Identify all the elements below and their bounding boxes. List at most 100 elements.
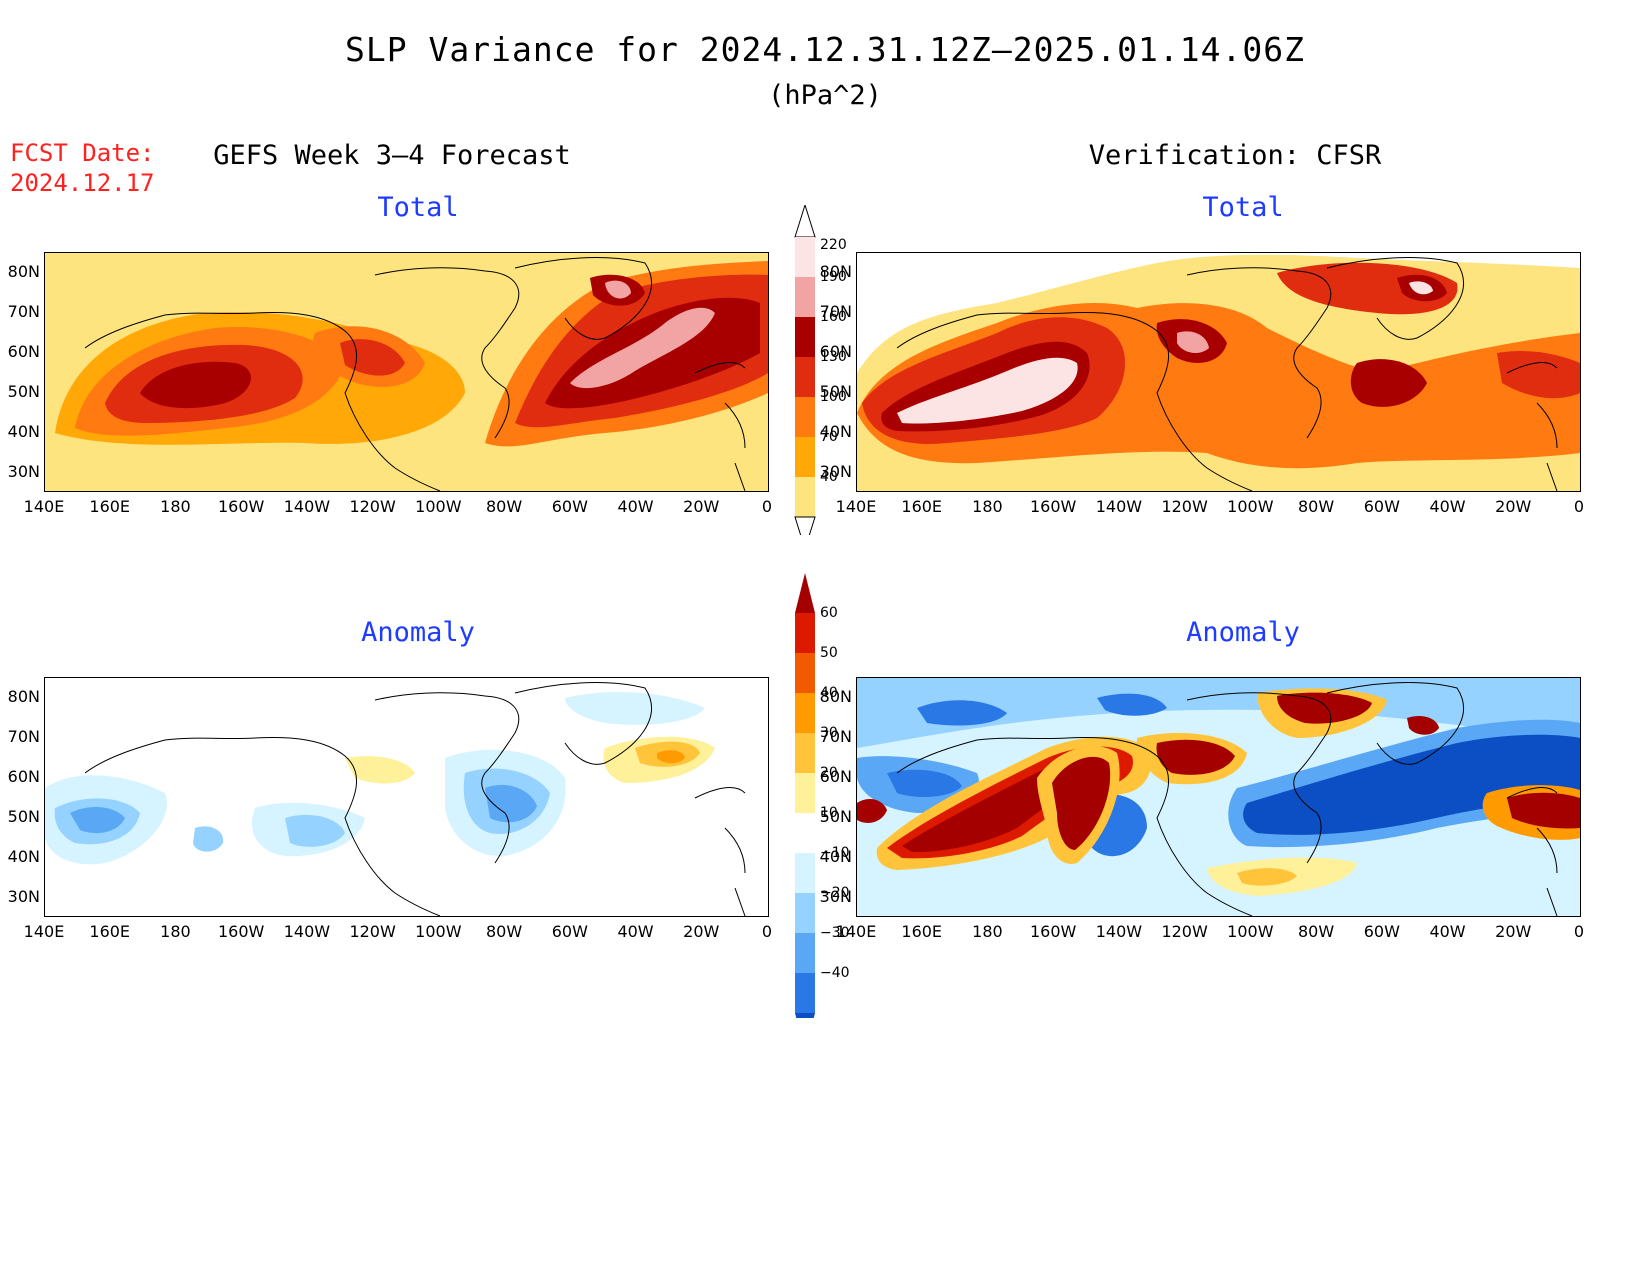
units-label: (hPa^2) <box>768 80 882 111</box>
lat-label-verification-anomaly: 50N <box>819 807 852 826</box>
lat-label-forecast-total: 70N <box>7 302 40 321</box>
lat-label-forecast-total: 60N <box>7 342 40 361</box>
colorbar-anomaly-swatch <box>795 813 815 853</box>
lon-label-verification-total: 160E <box>901 497 943 516</box>
lat-label-forecast-total: 30N <box>7 462 40 481</box>
lat-label-forecast-anomaly: 50N <box>7 807 40 826</box>
panel-title-forecast-total: Total <box>377 192 459 223</box>
colorbar-total-tick: 70 <box>820 429 838 445</box>
map-verification-total <box>856 252 1581 492</box>
fcst-date-value: 2024.12.17 <box>10 169 155 197</box>
lon-label-forecast-total: 140E <box>23 497 65 516</box>
lon-label-forecast-total: 60W <box>551 497 588 516</box>
lon-label-verification-total: 80W <box>1297 497 1335 516</box>
lat-label-verification-anomaly: 70N <box>819 727 852 746</box>
lon-label-verification-total: 20W <box>1495 497 1532 516</box>
lon-label-forecast-total: 160W <box>217 497 265 516</box>
colorbar-anomaly-swatch <box>795 693 815 733</box>
lat-label-forecast-total: 40N <box>7 422 40 441</box>
colorbar-total-cap <box>794 205 816 238</box>
fcst-date-label: FCST Date: <box>10 139 155 167</box>
lon-label-verification-anomaly: 60W <box>1363 922 1400 941</box>
coastlines <box>84 682 746 916</box>
map-forecast-total <box>44 252 769 492</box>
map-verification-anomaly <box>856 677 1581 917</box>
lat-label-forecast-anomaly: 80N <box>7 687 40 706</box>
lat-label-forecast-anomaly: 40N <box>7 847 40 866</box>
lat-label-forecast-total: 50N <box>7 382 40 401</box>
colorbar-anomaly-swatch <box>795 973 815 1013</box>
lon-label-verification-total: 120W <box>1161 497 1208 516</box>
lon-label-forecast-anomaly: 180 <box>160 922 191 941</box>
lat-label-forecast-anomaly: 70N <box>7 727 40 746</box>
shading <box>45 253 768 491</box>
lon-label-forecast-total: 160E <box>89 497 131 516</box>
colorbar-total-tick: 40 <box>820 469 838 485</box>
colorbar-total-cap <box>794 516 816 535</box>
panel-title-forecast-anomaly: Anomaly <box>361 617 475 648</box>
lat-label-verification-total: 60N <box>819 342 852 361</box>
lon-label-forecast-anomaly: 60W <box>551 922 588 941</box>
colorbar-total-tick: 130 <box>820 349 847 365</box>
lon-label-verification-anomaly: 160W <box>1029 922 1077 941</box>
lon-label-verification-anomaly: 20W <box>1495 922 1532 941</box>
colorbar-anomaly-swatch <box>795 893 815 933</box>
shading <box>857 254 1580 491</box>
colorbar-total-tick: 220 <box>820 237 847 253</box>
lon-label-verification-anomaly: 80W <box>1297 922 1335 941</box>
lon-label-verification-total: 0 <box>1573 497 1585 516</box>
lon-label-forecast-total: 0 <box>761 497 773 516</box>
lon-label-forecast-total: 20W <box>683 497 720 516</box>
colorbar-anomaly-tick: −30 <box>820 925 850 941</box>
lon-label-forecast-anomaly: 120W <box>349 922 396 941</box>
colorbar-anomaly-cap <box>795 1013 815 1018</box>
lon-label-forecast-total: 40W <box>617 497 654 516</box>
lon-label-verification-anomaly: 140W <box>1095 922 1143 941</box>
lon-label-verification-anomaly: 140E <box>835 922 877 941</box>
lon-label-forecast-anomaly: 80W <box>485 922 523 941</box>
lat-label-forecast-total: 80N <box>7 262 40 281</box>
lon-label-verification-total: 140W <box>1095 497 1143 516</box>
lon-label-forecast-anomaly: 140E <box>23 922 65 941</box>
lon-label-forecast-anomaly: 160W <box>217 922 265 941</box>
colorbar-anomaly-tick: 60 <box>820 605 838 621</box>
colorbar-total-swatch <box>795 357 815 397</box>
colorbar-total-tick: 160 <box>820 309 847 325</box>
lon-label-verification-total: 180 <box>972 497 1003 516</box>
colorbar-total <box>794 205 816 535</box>
colorbar-anomaly-swatch <box>795 773 815 813</box>
colorbar-anomaly-tick: 30 <box>820 725 838 741</box>
forecast-column-header: GEFS Week 3–4 Forecast <box>213 140 571 171</box>
lat-label-forecast-anomaly: 30N <box>7 887 40 906</box>
lon-label-verification-anomaly: 40W <box>1429 922 1466 941</box>
lon-label-forecast-total: 120W <box>349 497 396 516</box>
lon-label-verification-total: 140E <box>835 497 877 516</box>
lon-label-verification-total: 100W <box>1227 497 1274 516</box>
colorbar-total-swatch <box>795 437 815 477</box>
lon-label-verification-total: 40W <box>1429 497 1466 516</box>
lon-label-forecast-total: 140W <box>283 497 331 516</box>
colorbar-total-swatch <box>795 277 815 317</box>
colorbar-anomaly-swatch <box>795 733 815 773</box>
colorbar-anomaly-tick: −10 <box>820 845 850 861</box>
lon-label-verification-total: 160W <box>1029 497 1077 516</box>
colorbar-anomaly-swatch <box>795 933 815 973</box>
lon-label-verification-total: 60W <box>1363 497 1400 516</box>
lat-label-verification-total: 40N <box>819 422 852 441</box>
colorbar-total-swatch <box>795 397 815 437</box>
colorbar-total-swatch <box>795 237 815 277</box>
lon-label-forecast-anomaly: 0 <box>761 922 773 941</box>
colorbar-anomaly-tick: −20 <box>820 885 850 901</box>
colorbar-anomaly-tick: 50 <box>820 645 838 661</box>
panel-title-verification-total: Total <box>1202 192 1284 223</box>
lon-label-forecast-total: 100W <box>415 497 462 516</box>
map-forecast-anomaly <box>44 677 769 917</box>
panel-title-verification-anomaly: Anomaly <box>1186 617 1300 648</box>
colorbar-anomaly-cap <box>795 573 815 613</box>
lat-label-verification-total: 50N <box>819 382 852 401</box>
lon-label-verification-anomaly: 160E <box>901 922 943 941</box>
shading <box>45 692 715 865</box>
colorbar-anomaly-swatch <box>795 653 815 693</box>
lon-label-forecast-anomaly: 140W <box>283 922 331 941</box>
coastlines <box>896 682 1558 916</box>
